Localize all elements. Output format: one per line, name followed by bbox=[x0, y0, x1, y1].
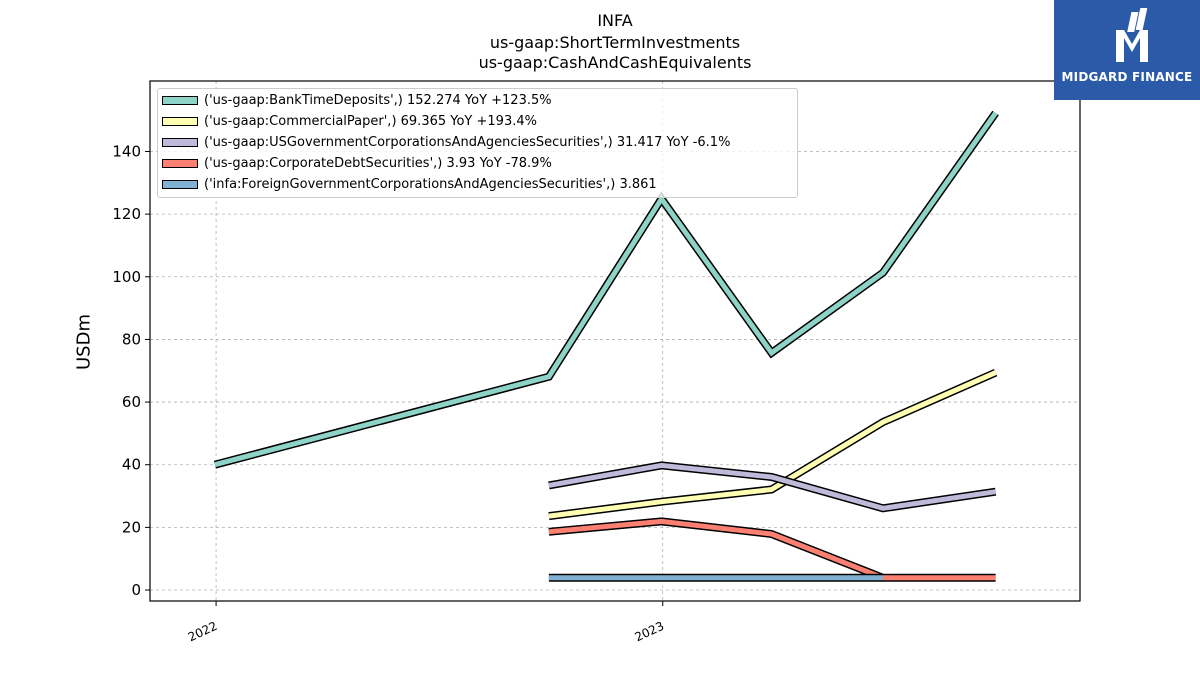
chart-title-line-1: INFA bbox=[597, 11, 633, 30]
series-line bbox=[548, 462, 996, 511]
legend-item: ('us-gaap:CorporateDebtSecurities',) 3.9… bbox=[162, 153, 552, 173]
y-tick-label: 40 bbox=[122, 456, 141, 474]
y-axis-label: USDm bbox=[73, 314, 95, 370]
series-line bbox=[548, 370, 997, 519]
y-tick-label: 60 bbox=[122, 393, 141, 411]
legend-swatch bbox=[162, 179, 198, 189]
series-line bbox=[548, 518, 996, 581]
legend-label: ('us-gaap:CommercialPaper',) 69.365 YoY … bbox=[204, 113, 537, 129]
legend-swatch bbox=[162, 95, 198, 105]
chart-title-line-3: us-gaap:CashAndCashEquivalents bbox=[478, 53, 752, 72]
brand-logo: MIDGARD FINANCE bbox=[1054, 0, 1200, 100]
plot-frame bbox=[149, 80, 1081, 602]
legend-item: ('us-gaap:BankTimeDeposits',) 152.274 Yo… bbox=[162, 90, 552, 110]
legend-label: ('us-gaap:USGovernmentCorporationsAndAge… bbox=[204, 134, 731, 150]
legend: ('us-gaap:BankTimeDeposits',) 152.274 Yo… bbox=[157, 88, 798, 198]
logo-mark-icon bbox=[1116, 8, 1148, 62]
legend-swatch bbox=[162, 158, 198, 168]
series-layer bbox=[213, 110, 999, 582]
x-tick-label: 2023 bbox=[633, 619, 667, 645]
y-tick-label: 0 bbox=[131, 581, 141, 599]
series-line-outline bbox=[548, 368, 998, 521]
series-line bbox=[214, 111, 998, 468]
legend-item: ('infa:ForeignGovernmentCorporationsAndA… bbox=[162, 174, 657, 194]
legend-item: ('us-gaap:CommercialPaper',) 69.365 YoY … bbox=[162, 111, 537, 131]
legend-item: ('us-gaap:USGovernmentCorporationsAndAge… bbox=[162, 132, 730, 152]
legend-swatch bbox=[162, 137, 198, 147]
legend-label: ('us-gaap:BankTimeDeposits',) 152.274 Yo… bbox=[204, 92, 552, 108]
series-line-outline bbox=[548, 517, 996, 582]
y-tick-label: 80 bbox=[122, 330, 141, 348]
y-tick-label: 120 bbox=[112, 205, 141, 223]
chart-title-line-2: us-gaap:ShortTermInvestments bbox=[489, 33, 741, 52]
y-tick-label: 20 bbox=[122, 518, 141, 536]
y-tick-label: 140 bbox=[112, 142, 141, 160]
ticks: 0 20 40 60 80 100 120 140 2022 2023 bbox=[112, 142, 666, 644]
y-tick-label: 100 bbox=[112, 268, 141, 286]
x-tick-label: 2022 bbox=[186, 619, 220, 645]
legend-swatch bbox=[162, 116, 198, 126]
logo-text: MIDGARD FINANCE bbox=[1061, 70, 1193, 84]
legend-label: ('infa:ForeignGovernmentCorporationsAndA… bbox=[204, 176, 657, 192]
legend-label: ('us-gaap:CorporateDebtSecurities',) 3.9… bbox=[204, 155, 552, 171]
